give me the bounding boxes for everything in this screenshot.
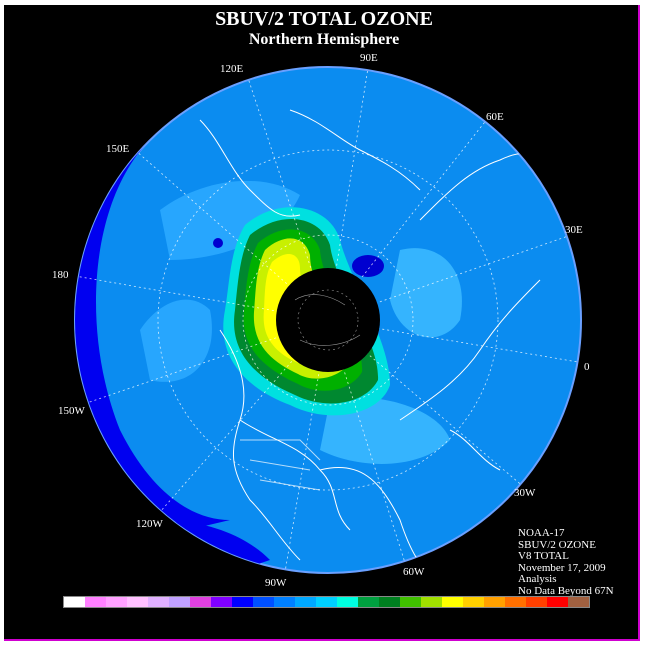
color-tick-label: 220 bbox=[200, 607, 218, 619]
lon-label-30w: 30W bbox=[514, 487, 536, 499]
color-tick-label: 300 bbox=[284, 607, 302, 619]
color-swatch bbox=[463, 597, 484, 607]
color-swatch bbox=[484, 597, 505, 607]
color-tick-label: 120 bbox=[95, 607, 113, 619]
color-swatch bbox=[337, 597, 358, 607]
color-tick-label: 80 bbox=[56, 607, 68, 619]
lon-label-60e: 60E bbox=[486, 111, 504, 123]
lon-label-120w: 120W bbox=[136, 518, 163, 530]
info-type: Analysis bbox=[518, 573, 557, 585]
graticule bbox=[75, 67, 579, 573]
color-tick-label: 320 bbox=[305, 607, 323, 619]
color-swatch bbox=[358, 597, 379, 607]
map-title: SBUV/2 TOTAL OZONE bbox=[215, 8, 433, 30]
color-swatch bbox=[379, 597, 400, 607]
color-tick-label: 260 bbox=[242, 607, 260, 619]
color-tick-label: 180 bbox=[158, 607, 176, 619]
color-swatch bbox=[505, 597, 526, 607]
color-tick-label: 100 bbox=[74, 607, 92, 619]
color-tick-label: 380 bbox=[368, 607, 386, 619]
color-swatch bbox=[526, 597, 547, 607]
lon-label-180: 180 bbox=[52, 269, 69, 281]
info-date: November 17, 2009 bbox=[518, 561, 606, 574]
color-scale-bar bbox=[63, 596, 590, 608]
color-swatch bbox=[106, 597, 127, 607]
lon-label-150e: 150E bbox=[106, 143, 130, 155]
color-swatch bbox=[547, 597, 568, 607]
color-tick-label: 500 bbox=[494, 607, 512, 619]
lon-label-60w: 60W bbox=[403, 566, 425, 578]
color-tick-label: 580 bbox=[578, 607, 596, 619]
color-tick-label: 460 bbox=[452, 607, 470, 619]
lon-label-30e: 30E bbox=[565, 224, 583, 236]
lon-label-150w: 150W bbox=[58, 405, 85, 417]
color-swatch bbox=[85, 597, 106, 607]
color-tick-label: 400 bbox=[389, 607, 407, 619]
color-swatch bbox=[232, 597, 253, 607]
lon-label-90w: 90W bbox=[265, 577, 287, 589]
info-satellite: NOAA-17 bbox=[518, 527, 565, 539]
color-tick-label: 440 bbox=[431, 607, 449, 619]
color-tick-label: 200 bbox=[179, 607, 197, 619]
color-scale-ticks: 80 100 120 140 160 180 200 220 240 260 280 300 320 34… bbox=[50, 607, 610, 621]
coastlines bbox=[199, 109, 561, 573]
color-tick-label: 160 bbox=[137, 607, 155, 619]
color-swatch bbox=[190, 597, 211, 607]
color-swatch bbox=[148, 597, 169, 607]
color-tick-label: 540 bbox=[536, 607, 554, 619]
map-subtitle: Northern Hemisphere bbox=[248, 31, 400, 48]
color-swatch bbox=[169, 597, 190, 607]
color-swatch bbox=[295, 597, 316, 607]
info-block: NOAA-17 SBUV/2 OZONE V8 TOTAL November 1… bbox=[518, 527, 614, 597]
color-swatch bbox=[568, 597, 589, 607]
lon-label-0: 0 bbox=[584, 361, 590, 373]
info-product: SBUV/2 OZONE bbox=[518, 538, 596, 551]
color-swatch bbox=[442, 597, 463, 607]
color-tick-label: 420 bbox=[410, 607, 428, 619]
color-swatch bbox=[127, 597, 148, 607]
color-swatch bbox=[421, 597, 442, 607]
color-tick-label: 560 bbox=[557, 607, 575, 619]
color-swatch bbox=[274, 597, 295, 607]
color-tick-label: 520 bbox=[515, 607, 533, 619]
color-tick-label: 240 bbox=[221, 607, 239, 619]
color-tick-label: 360 bbox=[347, 607, 365, 619]
info-version: V8 TOTAL bbox=[518, 550, 569, 562]
color-tick-label: 480 bbox=[473, 607, 491, 619]
lon-label-90e: 90E bbox=[360, 52, 378, 64]
no-data-polar-cap bbox=[276, 268, 380, 372]
color-swatch bbox=[211, 597, 232, 607]
info-note: No Data Beyond 67N bbox=[518, 584, 614, 597]
color-swatch bbox=[400, 597, 421, 607]
color-swatch bbox=[253, 597, 274, 607]
color-swatch bbox=[64, 597, 85, 607]
color-swatch bbox=[316, 597, 337, 607]
lon-label-120e: 120E bbox=[220, 63, 244, 75]
color-tick-label: 140 bbox=[116, 607, 134, 619]
color-tick-label: 280 bbox=[263, 607, 281, 619]
color-tick-label: 340 bbox=[326, 607, 344, 619]
